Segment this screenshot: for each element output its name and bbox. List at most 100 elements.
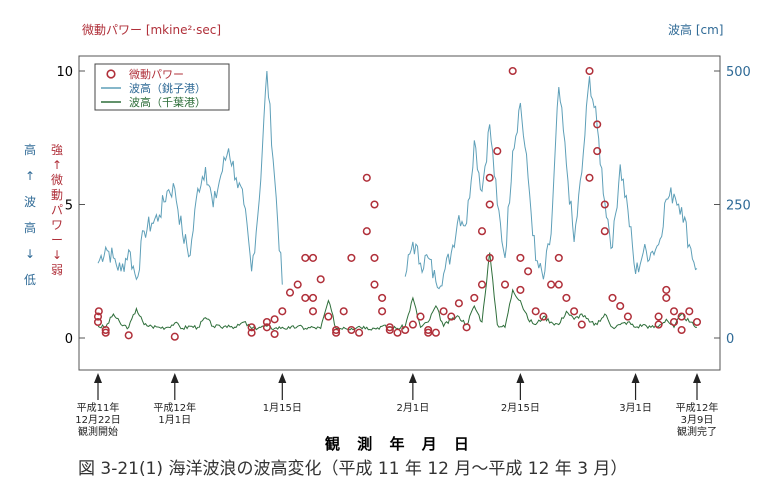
event-arrow-head: [408, 373, 417, 383]
power-point: [500, 280, 510, 289]
power-point: [316, 275, 325, 284]
figure-caption: 図 3-21(1) 海洋波浪の波高変化（平成 11 年 12 月～平成 12 年…: [78, 459, 627, 479]
power-point: [424, 328, 433, 337]
axes: 0 5 10 0 250 500: [56, 65, 750, 347]
power-point: [516, 253, 525, 262]
right-tick-label: 0: [726, 332, 734, 347]
power-point: [362, 173, 371, 182]
power-point: [270, 315, 279, 324]
event-label: 1月1日: [158, 414, 191, 426]
wave-side-label: 高↑波高↓低: [24, 142, 36, 287]
power-point: [324, 312, 333, 321]
power-point: [600, 227, 609, 236]
event-label: 1月15日: [263, 402, 302, 414]
power-point: [454, 299, 463, 308]
power-point: [562, 293, 571, 302]
power-point: [554, 253, 563, 262]
power-point: [593, 147, 602, 156]
power-point: [539, 312, 548, 321]
power-point: [124, 331, 133, 340]
power-side-label: 強↑微動パワー↓弱: [51, 143, 63, 277]
power-point: [285, 288, 295, 297]
power-point: [424, 325, 433, 335]
power-point: [692, 317, 702, 327]
event-label: 観測完了: [677, 425, 717, 438]
event-arrow-head: [693, 373, 701, 383]
power-point: [623, 312, 632, 321]
power-point: [593, 120, 602, 129]
power-point: [477, 280, 487, 289]
power-point: [654, 312, 663, 321]
power-point: [385, 323, 394, 332]
left-axis-title: 微動パワー [mkine²·sec]: [82, 23, 221, 37]
power-point: [485, 253, 494, 262]
power-point: [293, 280, 302, 289]
power-point: [677, 325, 686, 335]
event-label: 観測開始: [78, 425, 118, 438]
event-arrow-head: [278, 373, 287, 383]
power-point: [447, 312, 456, 321]
power-point: [347, 253, 356, 262]
power-point: [570, 307, 579, 316]
power-point: [416, 312, 425, 321]
power-point: [531, 307, 540, 316]
power-point: [439, 307, 448, 316]
choshi-wave-line: [97, 70, 698, 290]
event-arrow-head: [516, 373, 525, 383]
power-point: [370, 253, 379, 262]
power-point: [516, 285, 525, 294]
power-point: [308, 307, 318, 316]
power-point: [685, 307, 694, 316]
power-point: [408, 320, 417, 329]
event-label: 平成12年: [153, 401, 196, 414]
power-point: [378, 307, 387, 316]
power-point: [308, 253, 318, 262]
power-point: [247, 323, 256, 332]
power-point: [93, 317, 103, 327]
series-choshi: [97, 70, 698, 290]
power-point: [301, 293, 310, 302]
event-label: 3月9日: [681, 414, 714, 426]
legend-choshi-label: 波高（銚子港）: [129, 81, 206, 95]
x-axis-title: 観 測 年 月 日: [325, 435, 475, 453]
power-point: [662, 293, 671, 302]
power-point: [247, 328, 256, 337]
right-axis-title: 波高 [cm]: [668, 22, 723, 37]
legend-power-label: 微動パワー: [129, 67, 184, 81]
event-arrow-head: [170, 373, 179, 383]
power-point: [370, 200, 379, 209]
power-point: [600, 200, 609, 209]
power-point: [608, 293, 617, 302]
power-point: [93, 312, 103, 321]
plot-frame: [78, 55, 721, 371]
series-power: [93, 66, 702, 341]
power-point: [662, 285, 671, 294]
legend-chiba-label: 波高（千葉港）: [129, 95, 206, 109]
power-point: [332, 328, 341, 337]
event-label: 2月1日: [396, 402, 429, 414]
right-tick-label: 250: [726, 199, 751, 214]
power-point: [101, 328, 110, 337]
wave-side-label-text: 高↑波高↓低: [24, 142, 36, 287]
power-point: [654, 320, 663, 329]
power-point: [470, 293, 479, 302]
right-tick-label: 500: [726, 65, 751, 80]
left-tick-label: 5: [65, 199, 73, 214]
power-point: [431, 328, 440, 337]
power-point: [485, 173, 494, 182]
power-point: [669, 307, 679, 316]
power-point: [301, 253, 310, 262]
event-label: 平成12年: [676, 401, 719, 414]
power-point: [385, 325, 394, 335]
power-point: [101, 325, 110, 335]
power-point: [524, 267, 533, 276]
power-point: [339, 307, 348, 316]
power-point: [270, 329, 279, 339]
power-point: [262, 323, 271, 332]
event-arrow-head: [94, 373, 102, 383]
power-point: [462, 323, 471, 332]
power-point: [262, 317, 271, 327]
event-label: 3月1日: [619, 402, 652, 414]
power-point: [401, 325, 410, 335]
left-tick-label: 0: [65, 332, 73, 347]
